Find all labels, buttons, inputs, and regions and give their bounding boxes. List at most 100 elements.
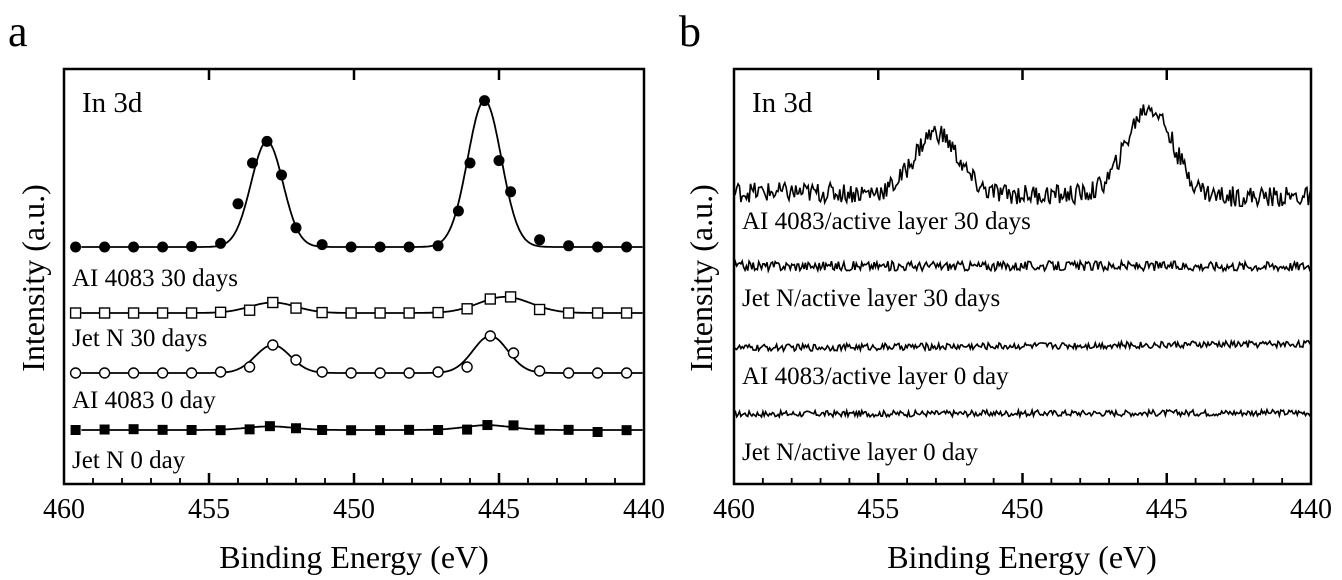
panel-b-series-line bbox=[733, 338, 1312, 354]
panel-a-data-point bbox=[290, 354, 302, 366]
panel-a-x-tick-label: 450 bbox=[333, 494, 375, 525]
panel-a-data-point bbox=[432, 240, 444, 252]
panel-a-data-point bbox=[186, 241, 198, 253]
panel-a-data-point bbox=[592, 427, 603, 437]
panel-a-data-point bbox=[403, 241, 415, 253]
panel-a-data-point bbox=[127, 367, 140, 379]
panel-a-data-point bbox=[290, 222, 302, 234]
panel-a-data-point bbox=[484, 330, 496, 342]
panel-a-data-point bbox=[69, 307, 82, 319]
panel-b-x-tick-labels: 460 455 450 445 440 bbox=[713, 494, 1332, 525]
panel-a-data-point bbox=[267, 339, 279, 351]
panel-b-x-ticks bbox=[761, 69, 1284, 484]
panel-a-data-point bbox=[591, 307, 604, 319]
panel-a-data-point bbox=[317, 425, 328, 435]
panel-a-data-point bbox=[186, 425, 197, 435]
panel-b-series-group bbox=[733, 104, 1312, 420]
panel-b-annotation: In 3d bbox=[752, 87, 813, 119]
panel-a-data-point bbox=[99, 241, 111, 253]
panel-a-data-point bbox=[620, 307, 633, 319]
panel-a-data-point bbox=[214, 366, 227, 378]
panel-a-data-point bbox=[291, 423, 301, 434]
panel-a-series-label: AI 4083 30 days bbox=[72, 265, 238, 292]
panel-a-series-line bbox=[81, 335, 643, 374]
panel-a-data-point bbox=[508, 420, 519, 431]
panel-a-data-point bbox=[316, 306, 328, 319]
panel-a-data-point bbox=[479, 95, 490, 107]
panel-a-data-point bbox=[157, 424, 168, 435]
panel-a-data-point bbox=[374, 307, 386, 319]
panel-a-data-point bbox=[157, 241, 169, 253]
panel-a-data-point bbox=[346, 425, 357, 436]
panel-a-data-point bbox=[243, 304, 256, 316]
panel-a-series-line bbox=[81, 295, 643, 314]
panel-a-series-line bbox=[81, 99, 643, 248]
panel-a-data-point bbox=[403, 367, 415, 379]
panel-b-x-tick-label: 450 bbox=[1002, 494, 1044, 525]
panel-b-series-label: Jet N/active layer 30 days bbox=[742, 285, 1000, 312]
panel-a-data-point bbox=[504, 291, 517, 303]
panel-a-data-point bbox=[185, 367, 198, 379]
panel-a-data-point bbox=[482, 420, 493, 431]
panel-a-data-point bbox=[247, 157, 258, 169]
panel-b-y-axis-title: Intensity (a.u.) bbox=[683, 184, 719, 372]
panel-a-data-point bbox=[562, 367, 575, 379]
panel-a-x-tick-label: 440 bbox=[623, 494, 665, 525]
panel-a-data-point bbox=[267, 296, 279, 309]
panel-a-data-point bbox=[290, 302, 302, 314]
panel-a-series-label: Jet N 0 day bbox=[72, 447, 186, 474]
panel-a-x-tick-label: 445 bbox=[478, 494, 520, 525]
panel-b-x-tick-label: 460 bbox=[713, 494, 755, 525]
panel-a-data-point bbox=[128, 424, 139, 435]
panel-a-data-point bbox=[99, 424, 110, 435]
panel-b-series-line bbox=[733, 104, 1312, 209]
panel-a-data-point bbox=[621, 241, 633, 253]
panel-a-data-point bbox=[345, 367, 357, 379]
panel-a-data-point bbox=[484, 293, 496, 305]
panel-a-series-label: AI 4083 0 day bbox=[72, 387, 216, 414]
panel-a-data-point bbox=[128, 241, 140, 253]
panel-b-x-tick-label: 440 bbox=[1290, 494, 1332, 525]
panel-a-annotation: In 3d bbox=[82, 87, 143, 119]
panel-a-data-point bbox=[127, 307, 140, 319]
panel-a-data-point bbox=[185, 307, 198, 319]
panel-a-data-point bbox=[98, 367, 111, 379]
panel-a-data-point bbox=[563, 240, 575, 252]
panel-a-data-point bbox=[461, 361, 473, 373]
panel-a-y-axis-title: Intensity (a.u.) bbox=[15, 184, 51, 372]
panel-a-data-point bbox=[620, 367, 633, 379]
panel-a-data-point bbox=[621, 425, 632, 436]
panel-a-data-point bbox=[243, 361, 256, 373]
panel-a-data-point bbox=[493, 155, 505, 167]
panel-b-series-label: AI 4083/active layer 0 day bbox=[742, 363, 1009, 390]
panel-a-data-point bbox=[533, 365, 546, 377]
panel-a-data-point bbox=[507, 347, 520, 359]
panel-b-letter: b bbox=[679, 7, 701, 56]
panel-a-data-point bbox=[215, 237, 227, 249]
panel-b-x-axis-title: Binding Energy (eV) bbox=[887, 539, 1157, 575]
panel-a-letter: a bbox=[8, 7, 28, 56]
panel-a-x-axis-title: Binding Energy (eV) bbox=[219, 539, 489, 575]
panel-a-data-point bbox=[70, 425, 81, 435]
panel-b-series-label: AI 4083/active layer 30 days bbox=[742, 208, 1031, 235]
panel-a-data-point bbox=[562, 307, 575, 319]
panel-a-data-point bbox=[215, 425, 226, 436]
panel-a-data-point bbox=[374, 367, 386, 379]
panel-b-series-line bbox=[733, 407, 1312, 420]
panel-a-data-point bbox=[156, 307, 169, 319]
panel-a-series-group bbox=[69, 95, 643, 437]
panel-a-data-point bbox=[533, 303, 546, 316]
panel-a-data-point bbox=[69, 367, 82, 379]
panel-a-data-point bbox=[316, 239, 328, 251]
panel-a-data-point bbox=[244, 424, 255, 435]
panel-a-data-point bbox=[98, 307, 111, 319]
panel-a-x-tick-label: 460 bbox=[43, 494, 85, 525]
panel-b-series-line bbox=[733, 258, 1312, 274]
panel-a-data-point bbox=[375, 425, 386, 436]
panel-a-data-point bbox=[261, 135, 273, 147]
panel-a-series-label: Jet N 30 days bbox=[72, 325, 207, 352]
panel-a-data-point bbox=[534, 424, 545, 435]
panel-a-data-point bbox=[345, 241, 357, 253]
panel-a-data-point bbox=[214, 306, 227, 318]
